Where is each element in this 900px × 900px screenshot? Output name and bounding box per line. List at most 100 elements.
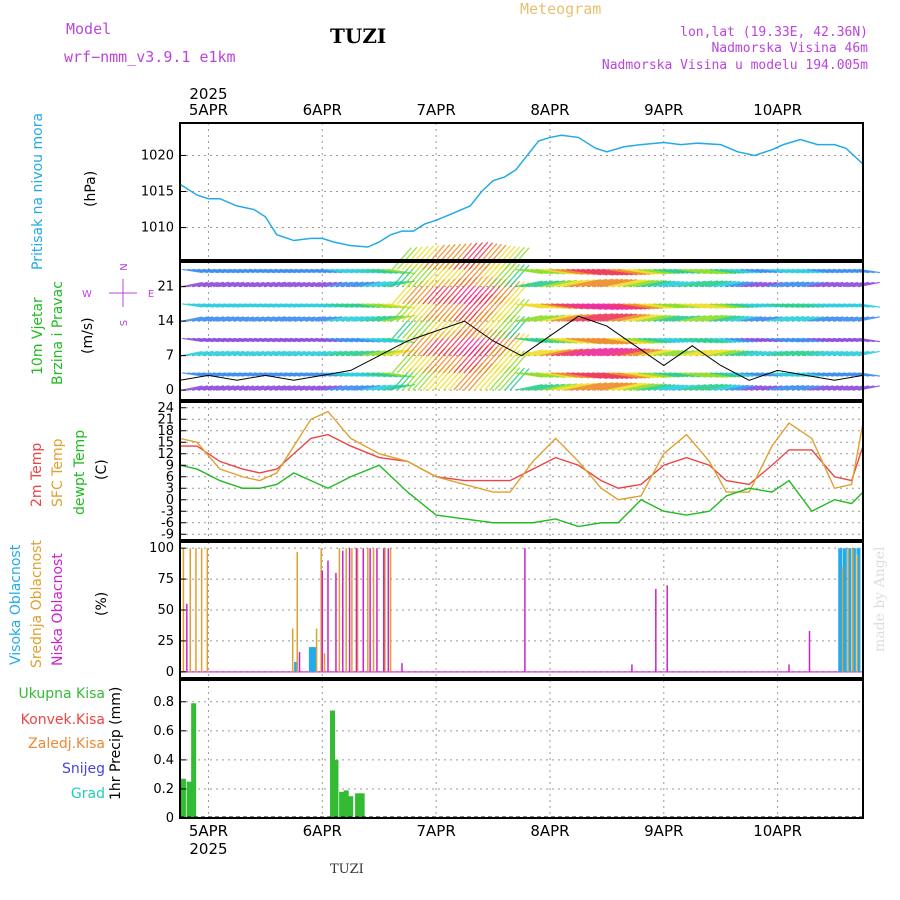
wind-flag xyxy=(356,281,381,288)
top-date-label: 6APR xyxy=(303,101,342,119)
wind-flag xyxy=(658,349,684,357)
wind-flag xyxy=(740,316,763,322)
wind-flag xyxy=(781,281,805,288)
wind-flag xyxy=(817,268,839,274)
wind-flag xyxy=(535,268,566,275)
compass-w-label: W xyxy=(82,289,92,300)
wind-flag xyxy=(740,303,763,308)
wind-flag xyxy=(673,349,701,357)
wind-flag xyxy=(387,372,416,378)
wind-flag xyxy=(264,337,286,343)
wind-flag xyxy=(218,337,240,343)
wind-flag xyxy=(346,303,370,308)
low-cloud-bar xyxy=(298,652,301,672)
wind-flag xyxy=(679,337,707,344)
wind-flag xyxy=(791,337,815,343)
wind-flag xyxy=(807,281,829,288)
mid-cloud-bar xyxy=(195,548,197,672)
wind-flag xyxy=(218,350,240,357)
wind-flag xyxy=(182,303,203,308)
wind-flag xyxy=(684,314,713,322)
wind-flag xyxy=(627,372,659,379)
wind-flag xyxy=(725,337,749,343)
wind-flag xyxy=(704,349,732,357)
wind-flag xyxy=(730,350,754,357)
wind-flag xyxy=(279,281,301,288)
wind-flag xyxy=(730,268,754,274)
wind-flag xyxy=(443,243,467,270)
wind-flag xyxy=(786,268,810,274)
wind-flag xyxy=(848,281,870,288)
wind-flag xyxy=(207,372,230,377)
wind-flag xyxy=(735,350,758,357)
wind-flag xyxy=(755,385,777,391)
top-date-label: 7APR xyxy=(416,101,455,119)
wind-flag xyxy=(197,268,219,274)
wind-flag xyxy=(289,372,311,377)
wind-flag xyxy=(371,384,398,391)
wind-flag xyxy=(356,315,381,322)
wind-flag xyxy=(187,372,209,377)
wind-flag xyxy=(714,303,741,309)
wind-flag xyxy=(704,315,732,322)
wind-flag xyxy=(376,315,404,322)
low-cloud-bar xyxy=(327,560,329,672)
wind-flag xyxy=(310,268,332,274)
wind-flag xyxy=(238,337,260,343)
wind-flag xyxy=(735,337,758,343)
wind-flag xyxy=(187,316,209,322)
wind-flag xyxy=(212,385,235,391)
wind-flag xyxy=(253,337,276,343)
wind-flag xyxy=(786,350,810,357)
wind-flag xyxy=(597,347,633,357)
clouds-ytick-label: 25 xyxy=(157,634,174,649)
wind-flag xyxy=(545,348,578,357)
wind-flag xyxy=(361,281,386,288)
wind-flag xyxy=(673,315,701,322)
wind-flag xyxy=(586,278,624,288)
wind-flag xyxy=(335,268,359,274)
wind-flag xyxy=(673,280,701,288)
wind-flag xyxy=(248,350,270,357)
wind-flag xyxy=(530,303,560,309)
wind-flag xyxy=(258,385,281,391)
wind-flag xyxy=(556,382,590,391)
pressure-ytick-label: 1020 xyxy=(141,148,174,163)
wind-flag xyxy=(361,303,387,309)
temperature-ytick-label: 15 xyxy=(157,435,174,450)
wind-flag xyxy=(663,315,688,322)
bottom-date-label: 7APR xyxy=(416,822,455,840)
wind-flag xyxy=(228,316,250,322)
wind-flag xyxy=(202,281,225,288)
wind-flag xyxy=(525,314,553,322)
wind-flag xyxy=(602,278,638,288)
wind-ytick-label: 0 xyxy=(166,383,174,398)
wind-flag xyxy=(602,313,638,322)
top-date-label: 10APR xyxy=(753,101,802,119)
wind-flag xyxy=(848,316,870,322)
wind-flag xyxy=(684,372,713,378)
wind-flag xyxy=(387,280,415,288)
wind-flag xyxy=(540,303,572,310)
wind-flag xyxy=(468,242,493,270)
precip-ytick-label: 0 xyxy=(166,811,174,826)
wind-flag xyxy=(694,349,724,357)
wind-flag xyxy=(289,316,311,322)
wind-flag xyxy=(310,385,332,391)
wind-flag xyxy=(776,281,800,288)
wind-flag xyxy=(632,303,663,310)
wind-flag xyxy=(351,384,375,391)
wind-flag xyxy=(520,303,548,309)
wind-flag xyxy=(284,303,306,308)
wind-flag xyxy=(535,372,566,378)
wind-flag xyxy=(771,337,794,343)
wind-flag xyxy=(187,337,209,343)
wind-flag xyxy=(346,281,369,288)
wind-flag xyxy=(837,350,859,357)
wind-flag xyxy=(310,372,332,377)
wind-flag xyxy=(730,315,754,322)
wind-flag xyxy=(315,303,337,308)
wind-flag xyxy=(802,337,825,343)
wind-flag xyxy=(289,350,311,357)
wind-flag xyxy=(689,337,719,344)
